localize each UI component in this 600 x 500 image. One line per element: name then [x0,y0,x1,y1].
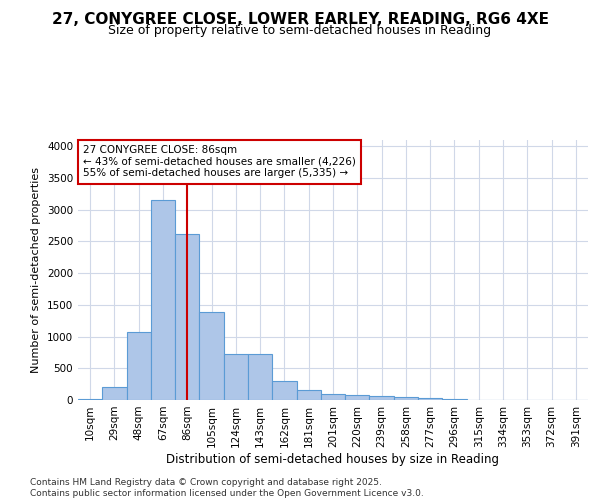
Bar [272,381,296,400]
Bar [370,396,394,400]
Bar [345,394,370,400]
Text: Size of property relative to semi-detached houses in Reading: Size of property relative to semi-detach… [109,24,491,37]
Bar [151,200,175,400]
Bar [321,394,345,400]
Y-axis label: Number of semi-detached properties: Number of semi-detached properties [31,167,41,373]
Text: 27, CONYGREE CLOSE, LOWER EARLEY, READING, RG6 4XE: 27, CONYGREE CLOSE, LOWER EARLEY, READIN… [52,12,548,28]
Text: Contains HM Land Registry data © Crown copyright and database right 2025.
Contai: Contains HM Land Registry data © Crown c… [30,478,424,498]
Bar [78,398,102,400]
X-axis label: Distribution of semi-detached houses by size in Reading: Distribution of semi-detached houses by … [167,452,499,466]
Bar [102,388,127,400]
Bar [296,390,321,400]
Bar [248,354,272,400]
Bar [224,354,248,400]
Bar [127,332,151,400]
Bar [394,397,418,400]
Bar [175,234,199,400]
Text: 27 CONYGREE CLOSE: 86sqm
← 43% of semi-detached houses are smaller (4,226)
55% o: 27 CONYGREE CLOSE: 86sqm ← 43% of semi-d… [83,145,356,178]
Bar [418,398,442,400]
Bar [199,312,224,400]
